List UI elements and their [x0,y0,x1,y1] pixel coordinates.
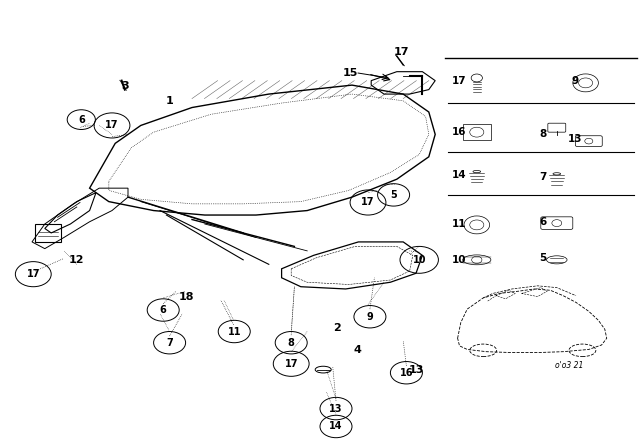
Text: 7: 7 [166,338,173,348]
Text: 1: 1 [166,96,173,106]
Text: 10: 10 [412,255,426,265]
Text: 11: 11 [452,219,467,229]
Text: 17: 17 [394,47,410,56]
Text: 5: 5 [539,253,547,263]
Text: 17: 17 [26,269,40,279]
Text: 8: 8 [539,129,547,139]
Text: 18: 18 [179,292,195,302]
Text: 9: 9 [571,76,579,86]
Text: 17: 17 [105,121,119,130]
Text: 16: 16 [399,368,413,378]
Text: 9: 9 [367,312,373,322]
Text: 17: 17 [452,76,467,86]
Text: 13: 13 [329,404,343,414]
Text: 4: 4 [353,345,361,355]
Text: 6: 6 [160,305,166,315]
Text: 6: 6 [539,217,547,227]
Text: 17: 17 [284,359,298,369]
Text: 11: 11 [227,327,241,336]
Text: 17: 17 [361,198,375,207]
Text: 14: 14 [329,422,343,431]
Text: 10: 10 [452,255,467,265]
Text: 2: 2 [333,323,341,333]
Text: 8: 8 [288,338,294,348]
Text: 12: 12 [69,255,84,265]
Text: 7: 7 [539,172,547,182]
Text: 5: 5 [390,190,397,200]
Text: 6: 6 [78,115,84,125]
Text: 13: 13 [568,134,582,144]
Text: 3: 3 [121,81,129,91]
Text: 14: 14 [452,170,467,180]
Text: 16: 16 [452,127,467,137]
Text: 13: 13 [408,365,424,375]
Text: o'o3 21: o'o3 21 [556,361,584,370]
Text: 15: 15 [343,68,358,78]
